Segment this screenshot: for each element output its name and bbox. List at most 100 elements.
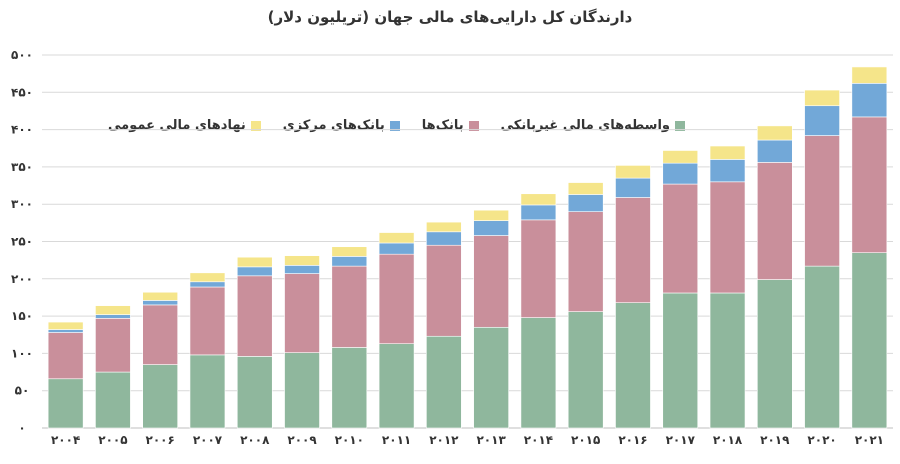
x-tick-label: ۲۰۱۷ [666,433,696,447]
bar-segment [804,265,840,429]
x-tick-label: ۲۰۱۳ [476,433,506,447]
x-tick-label: ۲۰۱۹ [760,433,790,447]
bar-segment [95,305,131,315]
y-tick-label: ۲۵۰ [11,235,33,249]
x-tick-label: ۲۰۰۷ [193,433,223,447]
bar-segment [473,235,509,328]
bar-segment [426,335,462,429]
bar-segment [851,83,888,118]
bar-segment [615,165,651,179]
bar-segment [662,150,699,164]
bar-segment [615,177,651,198]
bar-segment [284,273,320,353]
bar-segment [236,256,273,268]
bar-segment [709,145,746,160]
bar-segment [567,211,604,312]
bar-segment [662,292,699,429]
x-tick-label: ۲۰۲۰ [807,433,836,447]
bar-segment [378,232,415,244]
y-tick-label: ۴۵۰ [11,85,33,99]
bar-segment [757,139,793,163]
bar-segment [520,193,557,206]
bar-segment [142,364,178,429]
bar-segment [567,311,604,429]
x-tick-label: ۲۰۰۶ [146,433,175,447]
x-tick-label: ۲۰۰۸ [240,433,270,447]
x-tick-label: ۲۰۲۱ [855,433,884,447]
bar-segment [189,354,226,429]
bar-segment [189,272,226,283]
legend-swatch-banks [468,120,479,131]
bar-segment [95,318,131,373]
y-tick-label: ۴۰۰ [11,123,33,137]
y-tick-label: ۲۰۰ [11,272,33,286]
bar-segment [757,125,793,141]
y-tick-label: ۳۵۰ [11,160,33,174]
bar-segment [331,246,368,257]
bar-segment [473,209,509,221]
bar-segment [47,332,84,380]
bar-segment [142,300,178,306]
bar-segment [189,286,226,356]
x-tick-label: ۲۰۱۱ [382,433,411,447]
bar-segment [520,317,557,429]
bar-segment [284,352,320,429]
x-tick-label: ۲۰۱۴ [524,433,553,447]
bar-segment [47,329,84,333]
bar-segment [662,183,699,294]
y-tick-label: ۳۰۰ [11,197,33,211]
x-tick-label: ۲۰۰۵ [98,433,127,447]
bar-segment [615,197,651,303]
bar-segment [473,326,509,429]
y-tick-label: ۵۰ [15,384,30,398]
bar-segment [473,220,509,236]
bar-segment [378,242,415,255]
legend-swatch-central-banks [389,120,400,131]
x-tick-label: ۲۰۰۴ [51,433,80,447]
bar-segment [804,89,840,107]
bar-segment [709,292,746,429]
x-tick-label: ۲۰۱۵ [571,433,600,447]
bar-segment [331,347,368,429]
bar-segment [757,162,793,280]
y-tick-label: ۵۰۰ [11,48,33,62]
bar-segment [378,343,415,429]
bar-segment [95,371,131,429]
bar-segment [284,265,320,274]
bar-segment [236,356,273,429]
bar-segment [189,281,226,288]
bar-segment [520,219,557,318]
bar-segment [378,253,415,345]
bar-segment [47,378,84,429]
bar-segment [709,181,746,294]
legend-swatch-public [250,120,261,131]
y-tick-label: ۱۵۰ [11,309,33,323]
bar-segment [142,304,178,365]
x-tick-label: ۲۰۰۹ [287,433,317,447]
bar-segment [426,221,462,233]
bar-segment [284,255,320,266]
bar-segment [804,105,840,136]
bar-segment [426,231,462,246]
bar-segment [851,252,888,429]
y-tick-label: ۰ [18,421,25,435]
bar-segment [236,275,273,357]
bar-segment [567,194,604,212]
bar-segment [804,135,840,267]
bar-segment [615,302,651,429]
x-tick-label: ۲۰۱۸ [713,433,743,447]
chart-title: دارندگان کل دارایی‌های مالی جهان (تریلیو… [267,8,633,26]
bar-segment [709,159,746,183]
legend-swatch-nonbank [674,120,685,131]
bar-segment [236,266,273,277]
x-tick-label: ۲۰۱۰ [335,433,364,447]
bar-segment [662,162,699,185]
bar-segment [520,204,557,221]
bar-segment [142,291,178,301]
bar-segment [331,265,368,348]
bar-segment [47,321,84,330]
bar-segment [426,244,462,337]
x-tick-label: ۲۰۱۶ [618,433,647,447]
